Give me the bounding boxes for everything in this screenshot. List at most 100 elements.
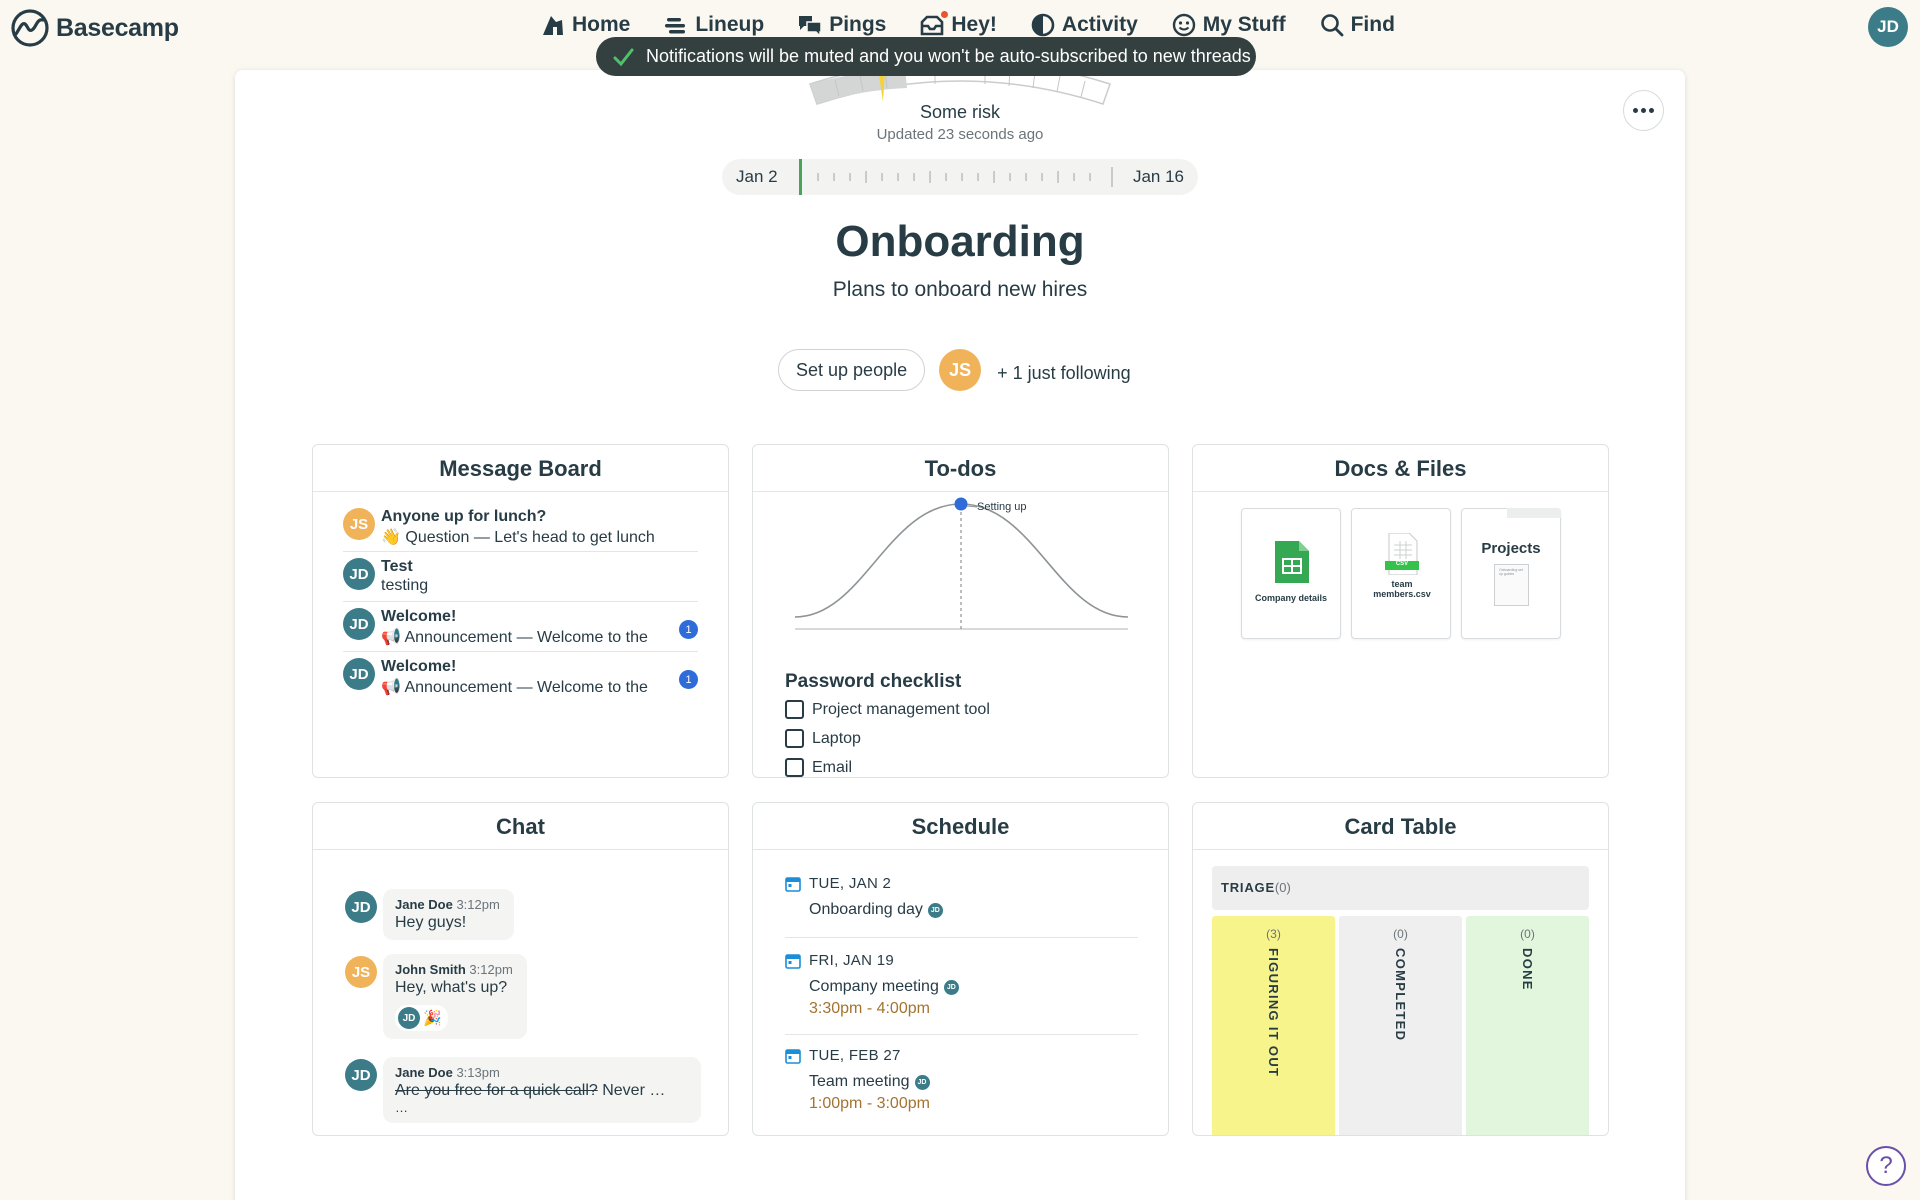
avatar: JD — [343, 608, 375, 640]
doc-team-members-csv[interactable]: CSV team members.csv — [1351, 508, 1451, 639]
chat-author-name: John Smith — [395, 962, 466, 977]
chat-text: Are you free for a quick call? Never … — [395, 1082, 687, 1100]
list-item[interactable]: JD Welcome! 📢 Announcement — Welcome to … — [343, 602, 698, 652]
message-subtitle: 📢 Announcement — Welcome to the — [381, 679, 648, 696]
follower-avatar[interactable]: JS — [939, 349, 982, 391]
folder-preview: Onboarding setup guides — [1494, 564, 1529, 606]
todo-item[interactable]: Email — [785, 758, 852, 777]
basecamp-logo-icon — [11, 9, 49, 47]
nav-lineup[interactable]: Lineup — [663, 12, 764, 38]
schedule-title[interactable]: Schedule — [753, 803, 1168, 850]
following-count[interactable]: + 1 just following — [997, 362, 1131, 383]
chat-author: Jane Doe 3:12pm — [395, 897, 500, 912]
main-nav: Home Lineup Pings Hey! Activity My Stuff… — [540, 9, 1395, 38]
event-date: TUE, JAN 2 — [785, 875, 1138, 892]
todos-title[interactable]: To-dos — [753, 445, 1168, 492]
list-item[interactable]: JD Test testing — [343, 552, 698, 602]
chat-bubble: John Smith 3:12pm Hey, what's up? JD 🎉 — [383, 954, 527, 1039]
more-dot — [1649, 108, 1654, 113]
nav-pings[interactable]: Pings — [797, 12, 886, 38]
boost[interactable]: JD 🎉 — [395, 1005, 448, 1031]
help-button[interactable]: ? — [1866, 1146, 1906, 1186]
nav-find-label: Find — [1350, 13, 1395, 36]
event-title: Company meeting JD — [809, 978, 1138, 996]
unread-badge: 1 — [679, 620, 698, 639]
todos-card[interactable]: To-dos Setting up Password checklist Pro… — [752, 444, 1169, 778]
divider — [785, 1034, 1138, 1035]
message-title: Welcome! — [381, 658, 457, 675]
event-date-text: FRI, JAN 19 — [809, 952, 894, 969]
event-title: Onboarding day JD — [809, 901, 1138, 919]
nav-find[interactable]: Find — [1319, 12, 1395, 38]
risk-label: Some risk — [919, 102, 1000, 122]
chat-author-name: Jane Doe — [395, 897, 453, 912]
schedule-event[interactable]: FRI, JAN 19 Company meeting JD 3:30pm - … — [785, 952, 1138, 1018]
chat-message[interactable]: JD Jane Doe 3:13pm Are you free for a qu… — [345, 1057, 701, 1123]
todo-item-label: Project management tool — [812, 700, 990, 718]
message-board-card[interactable]: Message Board JS Anyone up for lunch? 👋 … — [312, 444, 729, 778]
top-navigation: Basecamp Home Lineup Pings Hey! Activity… — [0, 0, 1920, 54]
folder-projects[interactable]: Projects Onboarding setup guides — [1461, 508, 1561, 639]
list-item[interactable]: JD Welcome! 📢 Announcement — Welcome to … — [343, 652, 698, 702]
project-timeline[interactable]: Jan 2 Jan 16 — [722, 159, 1198, 195]
column-count: (0) — [1520, 927, 1535, 941]
nav-hey[interactable]: Hey! — [919, 9, 997, 38]
nav-home[interactable]: Home — [540, 12, 630, 38]
nav-hey-label: Hey! — [951, 13, 997, 36]
card-column-figuring-it-out[interactable]: (3) FIGURING IT OUT — [1212, 916, 1335, 1135]
todo-checkbox[interactable] — [785, 758, 804, 777]
avatar: JD — [343, 558, 375, 590]
nav-activity[interactable]: Activity — [1030, 12, 1138, 38]
triage-column[interactable]: TRIAGE(0) — [1212, 866, 1589, 910]
chat-message[interactable]: JD Jane Doe 3:12pm Hey guys! — [345, 889, 514, 940]
docs-files-card[interactable]: Docs & Files Company details CSV team me… — [1192, 444, 1609, 778]
schedule-event[interactable]: TUE, FEB 27 Team meeting JD 1:00pm - 3:0… — [785, 1047, 1138, 1113]
todo-item-label: Email — [812, 758, 853, 776]
event-date-text: TUE, FEB 27 — [809, 1047, 901, 1064]
card-column-done[interactable]: (0) DONE — [1466, 916, 1589, 1135]
card-table-card[interactable]: Card Table TRIAGE(0) (3) FIGURING IT OUT… — [1192, 802, 1609, 1136]
chat-message[interactable]: JS John Smith 3:12pm Hey, what's up? JD … — [345, 954, 527, 1039]
spreadsheet-icon — [1275, 541, 1309, 583]
chat-card[interactable]: Chat JD Jane Doe 3:12pm Hey guys! JS Joh… — [312, 802, 729, 1136]
hey-notification-dot — [939, 9, 951, 20]
doc-company-details[interactable]: Company details — [1241, 508, 1341, 639]
message-subtitle: 📢 Announcement — Welcome to the — [381, 629, 648, 646]
user-avatar[interactable]: JD — [1868, 7, 1908, 47]
toast-text: Notifications will be muted and you won'… — [646, 46, 1251, 66]
basecamp-logo[interactable]: Basecamp — [10, 8, 179, 48]
message-board-title[interactable]: Message Board — [313, 445, 728, 492]
todo-item[interactable]: Project management tool — [785, 700, 990, 719]
chat-time: 3:12pm — [469, 962, 513, 977]
nav-my-stuff[interactable]: My Stuff — [1171, 12, 1286, 38]
docs-grid: Company details CSV team members.csv Pro… — [1241, 508, 1561, 639]
event-title-text: Company meeting — [809, 978, 939, 995]
my-stuff-icon — [1172, 13, 1195, 37]
project-options-button[interactable] — [1623, 90, 1664, 131]
set-up-people-button[interactable]: Set up people — [778, 349, 926, 391]
hill-chart-label: Setting up — [977, 501, 1027, 513]
hill-chart[interactable]: Setting up — [753, 492, 1169, 642]
todo-checkbox[interactable] — [785, 700, 804, 719]
pings-icon — [799, 16, 822, 38]
chat-text: Hey guys! — [395, 914, 467, 931]
todo-list-title[interactable]: Password checklist — [785, 671, 962, 692]
chat-author: John Smith 3:12pm — [395, 962, 513, 977]
schedule-card[interactable]: Schedule TUE, JAN 2 Onboarding day JD FR… — [752, 802, 1169, 1136]
schedule-event[interactable]: TUE, JAN 2 Onboarding day JD — [785, 875, 1138, 919]
card-column-completed[interactable]: (0) COMPLETED — [1339, 916, 1462, 1135]
todo-checkbox[interactable] — [785, 729, 804, 748]
event-title-text: Onboarding day — [809, 901, 923, 918]
hill-chart-dot — [954, 497, 968, 511]
todo-item[interactable]: Laptop — [785, 729, 861, 748]
card-table-title[interactable]: Card Table — [1193, 803, 1608, 850]
list-item[interactable]: JS Anyone up for lunch? 👋 Question — Let… — [343, 502, 698, 552]
search-icon — [1320, 14, 1343, 37]
nav-my-stuff-label: My Stuff — [1202, 13, 1286, 36]
chat-author: Jane Doe 3:13pm — [395, 1065, 687, 1080]
chat-title[interactable]: Chat — [313, 803, 728, 850]
docs-files-title[interactable]: Docs & Files — [1193, 445, 1608, 492]
doc-name: Company details — [1254, 593, 1328, 603]
timeline-start-date: Jan 2 — [736, 167, 778, 186]
todo-item-label: Laptop — [812, 729, 861, 747]
